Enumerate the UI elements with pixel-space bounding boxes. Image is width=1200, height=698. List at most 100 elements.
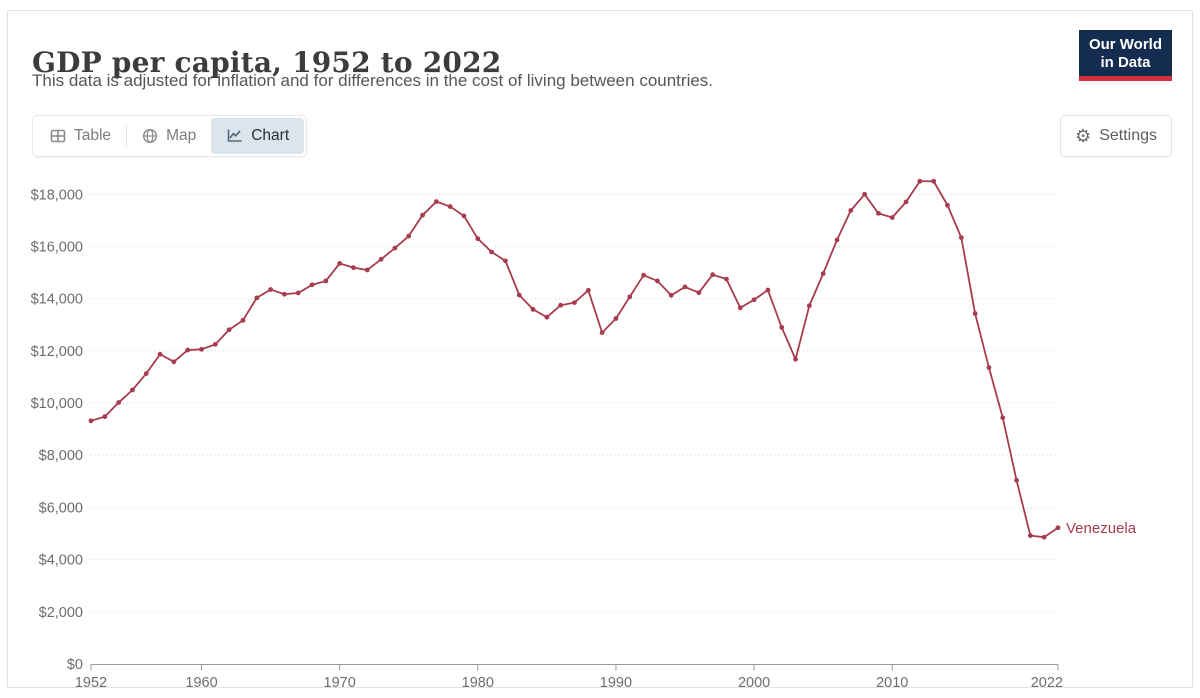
series-end-label: Venezuela [1066, 520, 1137, 537]
y-tick-label: $16,000 [31, 239, 83, 255]
data-point[interactable] [585, 287, 591, 293]
y-tick-label: $10,000 [31, 396, 83, 412]
x-tick-label: 2022 [1031, 675, 1063, 687]
y-tick-label: $6,000 [39, 500, 83, 516]
data-point[interactable] [171, 359, 177, 365]
y-tick-label: $14,000 [31, 292, 83, 308]
data-point[interactable] [903, 199, 909, 205]
settings-button[interactable]: ⚙ Settings [1060, 115, 1172, 157]
data-point[interactable] [751, 297, 757, 303]
data-point[interactable] [116, 400, 122, 405]
data-point[interactable] [820, 271, 826, 277]
data-point[interactable] [530, 306, 536, 312]
data-point[interactable] [102, 414, 108, 420]
data-point[interactable] [710, 272, 716, 278]
data-point[interactable] [212, 341, 218, 347]
y-tick-label: $12,000 [31, 344, 83, 360]
data-point[interactable] [917, 178, 923, 184]
data-point[interactable] [834, 237, 840, 243]
tab-table-label: Table [74, 127, 112, 144]
data-point[interactable] [654, 278, 660, 284]
tab-map[interactable]: Map [127, 118, 211, 154]
y-tick-label: $4,000 [39, 553, 83, 569]
data-point[interactable] [309, 282, 315, 288]
data-point[interactable] [240, 317, 246, 323]
line-chart-icon [226, 128, 243, 144]
data-point[interactable] [682, 284, 688, 290]
data-point[interactable] [185, 347, 191, 353]
data-point[interactable] [876, 210, 881, 216]
data-point[interactable] [1041, 534, 1047, 540]
tab-chart[interactable]: Chart [211, 118, 305, 154]
y-tick-label: $18,000 [31, 187, 83, 203]
data-point[interactable] [268, 287, 273, 292]
data-point[interactable] [848, 208, 854, 213]
x-tick-label: 2010 [876, 675, 908, 687]
data-point[interactable] [323, 278, 329, 284]
data-point[interactable] [489, 249, 495, 255]
y-tick-label: $2,000 [39, 605, 83, 621]
data-point[interactable] [433, 199, 439, 205]
data-point[interactable] [88, 418, 94, 424]
data-point[interactable] [226, 327, 232, 333]
data-point[interactable] [627, 294, 633, 300]
data-point[interactable] [806, 303, 812, 309]
data-point[interactable] [392, 245, 398, 251]
y-tick-label: $0 [67, 657, 83, 673]
tab-map-label: Map [166, 127, 197, 144]
data-point[interactable] [1027, 533, 1033, 539]
data-point[interactable] [668, 292, 674, 298]
data-line[interactable] [90, 180, 1059, 539]
data-point[interactable] [1014, 477, 1019, 483]
data-point[interactable] [599, 330, 605, 336]
data-point[interactable] [475, 236, 481, 242]
data-point[interactable] [724, 276, 729, 282]
data-point[interactable] [351, 265, 356, 271]
table-icon [50, 128, 66, 144]
data-point[interactable] [972, 311, 978, 316]
data-point[interactable] [516, 292, 522, 298]
data-point[interactable] [364, 267, 370, 273]
data-point[interactable] [862, 191, 867, 197]
owid-logo[interactable]: Our World in Data [1078, 30, 1172, 81]
chart-canvas[interactable]: $0 $2,000 $4,000 $6,000 $8,000 $10,000 $12,000… [8, 161, 1192, 687]
chart-card: GDP per capita, 1952 to 2022 This data i… [7, 10, 1193, 688]
data-point[interactable] [931, 178, 937, 184]
data-point[interactable] [558, 302, 564, 308]
data-point[interactable] [199, 346, 204, 352]
data-point[interactable] [986, 365, 992, 370]
x-tick-label: 1970 [324, 675, 356, 687]
chart-subtitle: This data is adjusted for inflation and … [32, 71, 714, 90]
data-point[interactable] [337, 261, 343, 266]
data-point[interactable] [503, 258, 508, 264]
data-point[interactable] [641, 272, 646, 278]
data-point[interactable] [406, 233, 412, 239]
data-point[interactable] [945, 202, 950, 208]
gear-icon: ⚙ [1075, 126, 1092, 146]
data-point[interactable] [737, 305, 743, 311]
data-point[interactable] [793, 356, 798, 362]
data-point[interactable] [544, 314, 550, 320]
data-point[interactable] [958, 235, 964, 241]
tab-divider [126, 125, 128, 147]
tab-table[interactable]: Table [35, 118, 126, 154]
data-point[interactable] [613, 316, 619, 321]
data-point[interactable] [447, 204, 453, 209]
data-point[interactable] [157, 351, 163, 357]
data-point[interactable] [1055, 525, 1061, 531]
data-point[interactable] [889, 215, 895, 220]
data-point[interactable] [143, 371, 149, 376]
data-point[interactable] [378, 256, 384, 262]
data-point[interactable] [130, 387, 135, 393]
data-point[interactable] [254, 295, 260, 301]
data-point[interactable] [572, 300, 577, 305]
data-point[interactable] [1000, 415, 1006, 421]
data-point[interactable] [420, 212, 425, 218]
data-point[interactable] [461, 213, 467, 219]
data-point[interactable] [765, 287, 771, 293]
data-point[interactable] [696, 290, 702, 296]
data-point[interactable] [282, 291, 287, 297]
data-point[interactable] [295, 290, 301, 296]
data-point[interactable] [779, 324, 785, 330]
owid-logo-line2: in Data [1100, 54, 1151, 71]
